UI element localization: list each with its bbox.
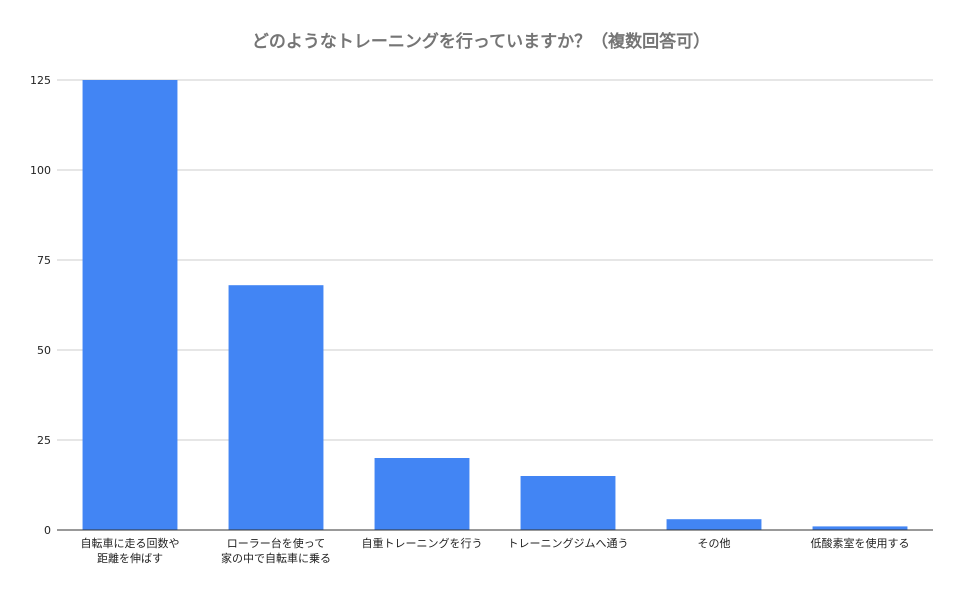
x-category-label: トレーニングジムへ通う bbox=[508, 536, 629, 550]
bars bbox=[82, 80, 908, 530]
x-category-label: 自重トレーニングを行う bbox=[362, 536, 483, 550]
bar bbox=[374, 458, 470, 530]
y-tick-label: 100 bbox=[30, 164, 51, 177]
x-category-label-line: 自転車に走る回数や bbox=[81, 536, 180, 550]
gridlines bbox=[57, 79, 933, 441]
x-category-label: 自転車に走る回数や距離を伸ばす bbox=[81, 536, 180, 565]
y-tick-label: 125 bbox=[30, 74, 51, 87]
y-axis-tick-labels: 0 25 50 75 100 125 bbox=[30, 74, 51, 537]
x-category-label: その他 bbox=[698, 537, 731, 550]
y-tick-label: 25 bbox=[37, 434, 51, 447]
x-axis-category-labels: 自転車に走る回数や距離を伸ばす ローラー台を使って家の中で自転車に乗る 自重トレーニ… bbox=[81, 536, 910, 565]
x-category-label-line: その他 bbox=[698, 537, 731, 550]
x-category-label: 低酸素室を使用する bbox=[811, 536, 910, 550]
bar bbox=[82, 80, 178, 530]
bar bbox=[666, 519, 762, 530]
x-category-label-line: トレーニングジムへ通う bbox=[508, 536, 629, 550]
y-tick-label: 0 bbox=[44, 524, 51, 537]
x-category-label-line: ローラー台を使って bbox=[227, 536, 325, 550]
x-category-label-line: 自重トレーニングを行う bbox=[362, 536, 483, 550]
bar bbox=[520, 476, 616, 530]
x-category-label-line: 低酸素室を使用する bbox=[811, 536, 910, 550]
x-category-label: ローラー台を使って家の中で自転車に乗る bbox=[221, 536, 331, 565]
y-tick-label: 50 bbox=[37, 344, 51, 357]
bar bbox=[812, 526, 908, 530]
x-category-label-line: 家の中で自転車に乗る bbox=[221, 551, 331, 565]
x-category-label-line: 距離を伸ばす bbox=[97, 551, 163, 565]
y-tick-label: 75 bbox=[37, 254, 51, 267]
chart-title: どのようなトレーニングを行っていますか？（複数回答可） bbox=[252, 31, 710, 52]
bar bbox=[228, 285, 324, 530]
